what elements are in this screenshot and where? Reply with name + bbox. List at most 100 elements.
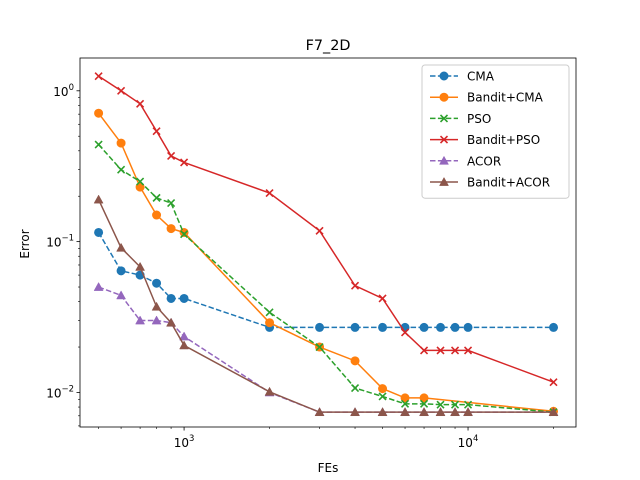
data-point: [350, 281, 360, 290]
data-point: [419, 393, 429, 403]
legend-label: ACOR: [467, 154, 501, 168]
chart-title: F7_2D: [306, 38, 351, 54]
data-point: [116, 266, 126, 276]
y-tick-label: 10−1: [46, 234, 74, 250]
data-point: [350, 383, 360, 393]
data-point: [116, 290, 127, 300]
y-tick-label: 10−2: [46, 384, 74, 400]
legend-entry-4: ACOR: [430, 154, 501, 168]
data-point: [400, 399, 410, 408]
data-point: [549, 378, 558, 387]
data-point: [117, 165, 126, 174]
data-point: [378, 294, 387, 303]
data-point: [93, 282, 104, 291]
data-point: [400, 407, 410, 417]
data-point: [400, 393, 410, 403]
data-point: [350, 356, 360, 366]
series-line: [98, 75, 554, 383]
data-point: [135, 261, 146, 271]
data-point: [315, 322, 325, 332]
plot-area: [93, 72, 559, 417]
data-point: [152, 127, 161, 136]
data-point: [93, 194, 104, 204]
legend-marker: [439, 114, 449, 123]
data-point: [436, 322, 446, 332]
data-point: [136, 177, 145, 186]
data-point: [167, 151, 176, 160]
data-point: [450, 407, 460, 417]
data-point: [167, 199, 176, 208]
data-point: [419, 399, 429, 408]
series-group: [93, 72, 559, 417]
legend-marker: [439, 135, 449, 144]
data-point: [166, 293, 176, 303]
data-point: [94, 72, 103, 81]
axes-frame: [79, 57, 577, 428]
data-point: [548, 407, 559, 417]
data-point: [152, 210, 162, 220]
legend: CMA Bandit+CMA PSO Bandit+PSO ACOR Bandit+ACO…: [421, 64, 570, 199]
data-point: [350, 407, 360, 417]
data-point: [166, 317, 177, 327]
legend-label: Bandit+CMA: [467, 91, 544, 105]
y-axis-label: Error: [18, 229, 32, 258]
legend-label: CMA: [467, 70, 495, 84]
series-0: [94, 227, 559, 332]
data-point: [265, 318, 275, 328]
data-point: [463, 322, 473, 332]
y-tick-label: 100: [53, 83, 74, 99]
x-tick-label: 103: [174, 434, 195, 450]
data-point: [179, 340, 190, 350]
series-line: [98, 144, 554, 413]
data-point: [463, 400, 473, 409]
series-5: [93, 194, 559, 417]
series-line: [97, 232, 554, 329]
legend-entry-1: Bandit+CMA: [430, 91, 544, 105]
x-axis-label: FEs: [318, 461, 339, 475]
data-point: [419, 346, 429, 355]
legend-entry-5: Bandit+ACOR: [430, 176, 550, 190]
legend-entry-3: Bandit+PSO: [430, 133, 540, 147]
data-point: [265, 308, 274, 317]
data-point: [450, 400, 460, 409]
legend-entry-0: CMA: [430, 70, 495, 84]
data-point: [94, 227, 104, 237]
data-point: [435, 407, 446, 417]
data-point: [549, 322, 559, 332]
x-tick-label: 104: [458, 434, 479, 450]
data-point: [463, 407, 473, 417]
legend-marker: [439, 155, 449, 165]
data-point: [117, 86, 126, 95]
data-point: [179, 293, 189, 303]
legend-label: Bandit+ACOR: [467, 176, 550, 190]
data-point: [315, 226, 324, 235]
series-3: [94, 72, 558, 387]
data-point: [265, 188, 274, 198]
data-point: [463, 346, 473, 355]
data-point: [116, 138, 126, 148]
data-point: [436, 346, 445, 355]
data-point: [378, 384, 388, 394]
data-point: [116, 242, 127, 252]
data-point: [151, 315, 162, 325]
legend-label: PSO: [467, 112, 491, 126]
data-point: [94, 140, 103, 149]
data-point: [419, 407, 429, 417]
data-point: [419, 322, 429, 332]
data-point: [377, 407, 388, 417]
data-point: [400, 328, 410, 337]
legend-marker: [439, 92, 449, 102]
data-point: [314, 407, 325, 417]
data-point: [436, 400, 445, 409]
data-point: [180, 230, 189, 239]
legend-label: Bandit+PSO: [467, 133, 540, 147]
legend-entry-2: PSO: [430, 112, 491, 126]
data-point: [166, 224, 176, 234]
legend-marker: [439, 71, 449, 81]
data-point: [135, 182, 145, 192]
data-point: [151, 301, 162, 311]
data-point: [378, 392, 387, 401]
legend-marker: [439, 176, 449, 186]
data-point: [135, 315, 146, 325]
